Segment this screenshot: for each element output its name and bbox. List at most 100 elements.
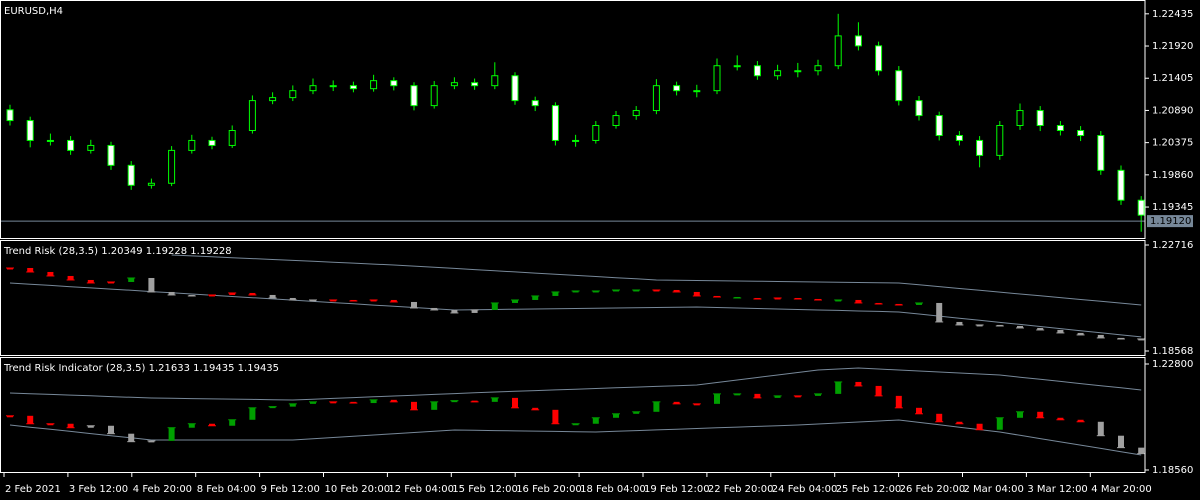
indicator-bar [754, 297, 761, 300]
indicator-bar [128, 433, 135, 442]
band-line [171, 254, 1142, 306]
candle-body [713, 65, 721, 92]
candle-body [1056, 125, 1064, 132]
indicator-bar [350, 299, 357, 302]
candle-body [127, 164, 135, 186]
candle-body [753, 65, 761, 77]
x-tick-label: 3 Mar 12:00 [1027, 484, 1087, 495]
indicator-bar [916, 407, 922, 414]
x-tick-label: 9 Feb 12:00 [261, 484, 320, 495]
indicator-bar [188, 294, 195, 297]
indicator-bar [451, 309, 458, 313]
indicator-bar [916, 302, 922, 305]
y-tick-label: 1.18568 [1152, 346, 1193, 357]
indicator-bar [512, 397, 518, 408]
candle-body [895, 70, 903, 102]
y-tick-label: 1.20890 [1152, 105, 1193, 116]
y-tick-label: 1.22716 [1152, 240, 1193, 251]
indicator-bar [1017, 325, 1023, 328]
indicator-bar [128, 277, 135, 282]
indicator-bar [67, 275, 74, 280]
x-tick-label: 8 Feb 04:00 [197, 484, 256, 495]
x-tick-label: 25 Feb 12:00 [836, 484, 902, 495]
x-tick-label: 16 Feb 20:00 [516, 484, 582, 495]
indicator-bar [1118, 435, 1124, 448]
indicator-bar [895, 303, 902, 306]
indicator-bar [350, 401, 357, 404]
indicator-bar [815, 393, 821, 396]
indicator-bar [491, 302, 498, 310]
indicator-bar [451, 400, 458, 403]
candle-body [1036, 110, 1044, 127]
indicator-bar [976, 423, 983, 430]
indicator-bar [168, 427, 175, 441]
indicator-bar [835, 299, 842, 302]
indicator-bar [956, 421, 963, 424]
y-tick-label: 1.18560 [1152, 465, 1193, 476]
indicator-bar [875, 385, 882, 396]
indicator-bar [512, 299, 518, 303]
candle-body [834, 35, 842, 67]
candle-body [551, 105, 559, 141]
indicator-bar [471, 400, 478, 403]
candle-body [976, 139, 984, 156]
indicator-bar [1138, 447, 1145, 454]
candle-body [67, 139, 75, 151]
candle-body [349, 85, 357, 90]
indicator-bar [209, 423, 215, 426]
indicator-bar [1017, 411, 1023, 418]
x-tick-label: 26 Feb 20:00 [900, 484, 966, 495]
indicator-bar [996, 417, 1003, 430]
indicator-bar [148, 440, 155, 443]
indicator-bar [552, 409, 559, 424]
indicator-bar [1138, 338, 1145, 341]
indicator-bar [855, 381, 862, 386]
indicator-bar [390, 399, 397, 402]
indicator-bar [996, 324, 1003, 327]
band-line [9, 367, 1142, 401]
candle-body [652, 85, 660, 112]
indicator-bar [1077, 332, 1084, 335]
indicator-bar [27, 415, 34, 424]
indicator-bar [875, 302, 882, 305]
candle-body [188, 139, 196, 151]
candle-body [6, 109, 14, 122]
candle-body [592, 125, 600, 141]
y-tick-label: 1.21405 [1152, 73, 1193, 84]
indicator-bar [249, 407, 256, 420]
indicator-bar [330, 299, 337, 302]
indicator-bar [7, 415, 13, 418]
candle-body [1077, 130, 1085, 137]
indicator-bar [108, 425, 114, 434]
candle-body [693, 90, 701, 93]
indicator-bar [411, 301, 417, 308]
indicator-bar [936, 302, 943, 322]
candle-body [511, 75, 519, 102]
indicator-bar [269, 406, 276, 409]
indicator-bar [1097, 334, 1104, 338]
indicator-bar [976, 324, 983, 327]
indicator-bar [895, 395, 902, 408]
candle-body [875, 45, 883, 72]
price-label-box [1147, 215, 1193, 228]
panel-border [0, 0, 1146, 239]
indicator-bar [390, 299, 397, 302]
indicator-bar [552, 291, 559, 296]
indicator-bar [148, 277, 155, 292]
price-label: 1.19120 [1150, 216, 1191, 227]
indicator-bar [370, 299, 377, 302]
indicator-bar [734, 393, 741, 396]
indicator-bar [1077, 419, 1084, 422]
y-tick-label: 1.22435 [1152, 9, 1193, 20]
indicator-bar [835, 381, 842, 394]
indicator-bar [673, 289, 680, 292]
indicator-bar [168, 291, 175, 295]
candle-body [309, 85, 317, 92]
indicator-bar [1057, 329, 1064, 333]
x-tick-label: 4 Mar 20:00 [1091, 484, 1151, 495]
indicator-bar [592, 290, 599, 293]
indicator-bar [633, 289, 640, 292]
candle-body [450, 82, 458, 87]
y-tick-label: 1.21920 [1152, 41, 1193, 52]
